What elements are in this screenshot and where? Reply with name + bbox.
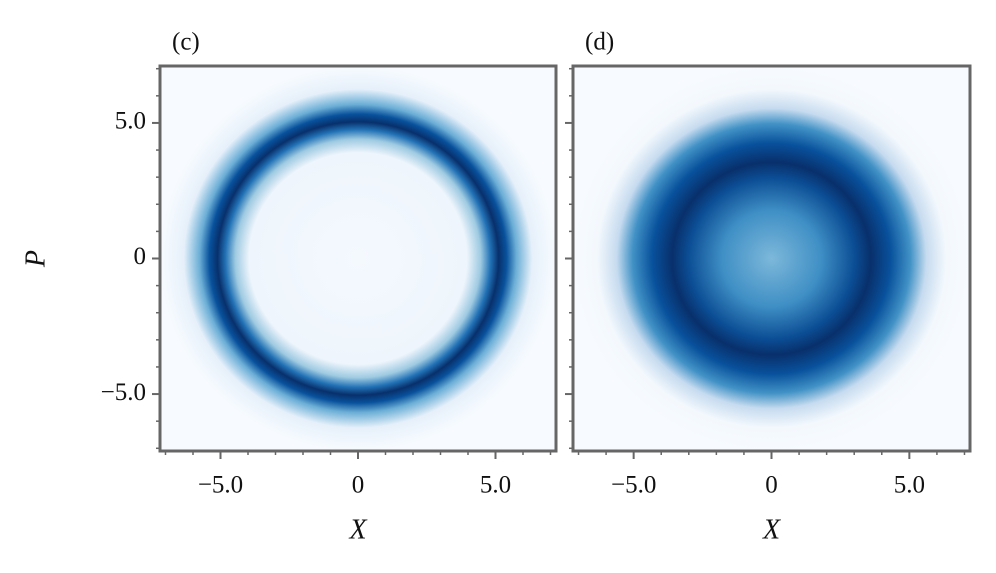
x-axis-label: X <box>762 514 781 545</box>
y-axis-label: P <box>20 250 51 268</box>
x-tick-label: 5.0 <box>480 472 511 499</box>
y-tick-label: 0 <box>134 243 147 270</box>
x-tick-label: −5.0 <box>611 472 656 499</box>
x-axis-label: X <box>348 514 367 545</box>
x-tick-label: 0 <box>352 472 365 499</box>
panel-label: (d) <box>585 29 614 56</box>
heatmap-image <box>160 66 556 451</box>
heatmap-image <box>573 66 970 451</box>
x-tick-label: 0 <box>765 472 778 499</box>
x-tick-label: 5.0 <box>894 472 925 499</box>
y-tick-label: −5.0 <box>101 379 146 406</box>
x-tick-label: −5.0 <box>198 472 243 499</box>
y-tick-label: 5.0 <box>115 108 146 135</box>
panel-label: (c) <box>172 29 200 56</box>
